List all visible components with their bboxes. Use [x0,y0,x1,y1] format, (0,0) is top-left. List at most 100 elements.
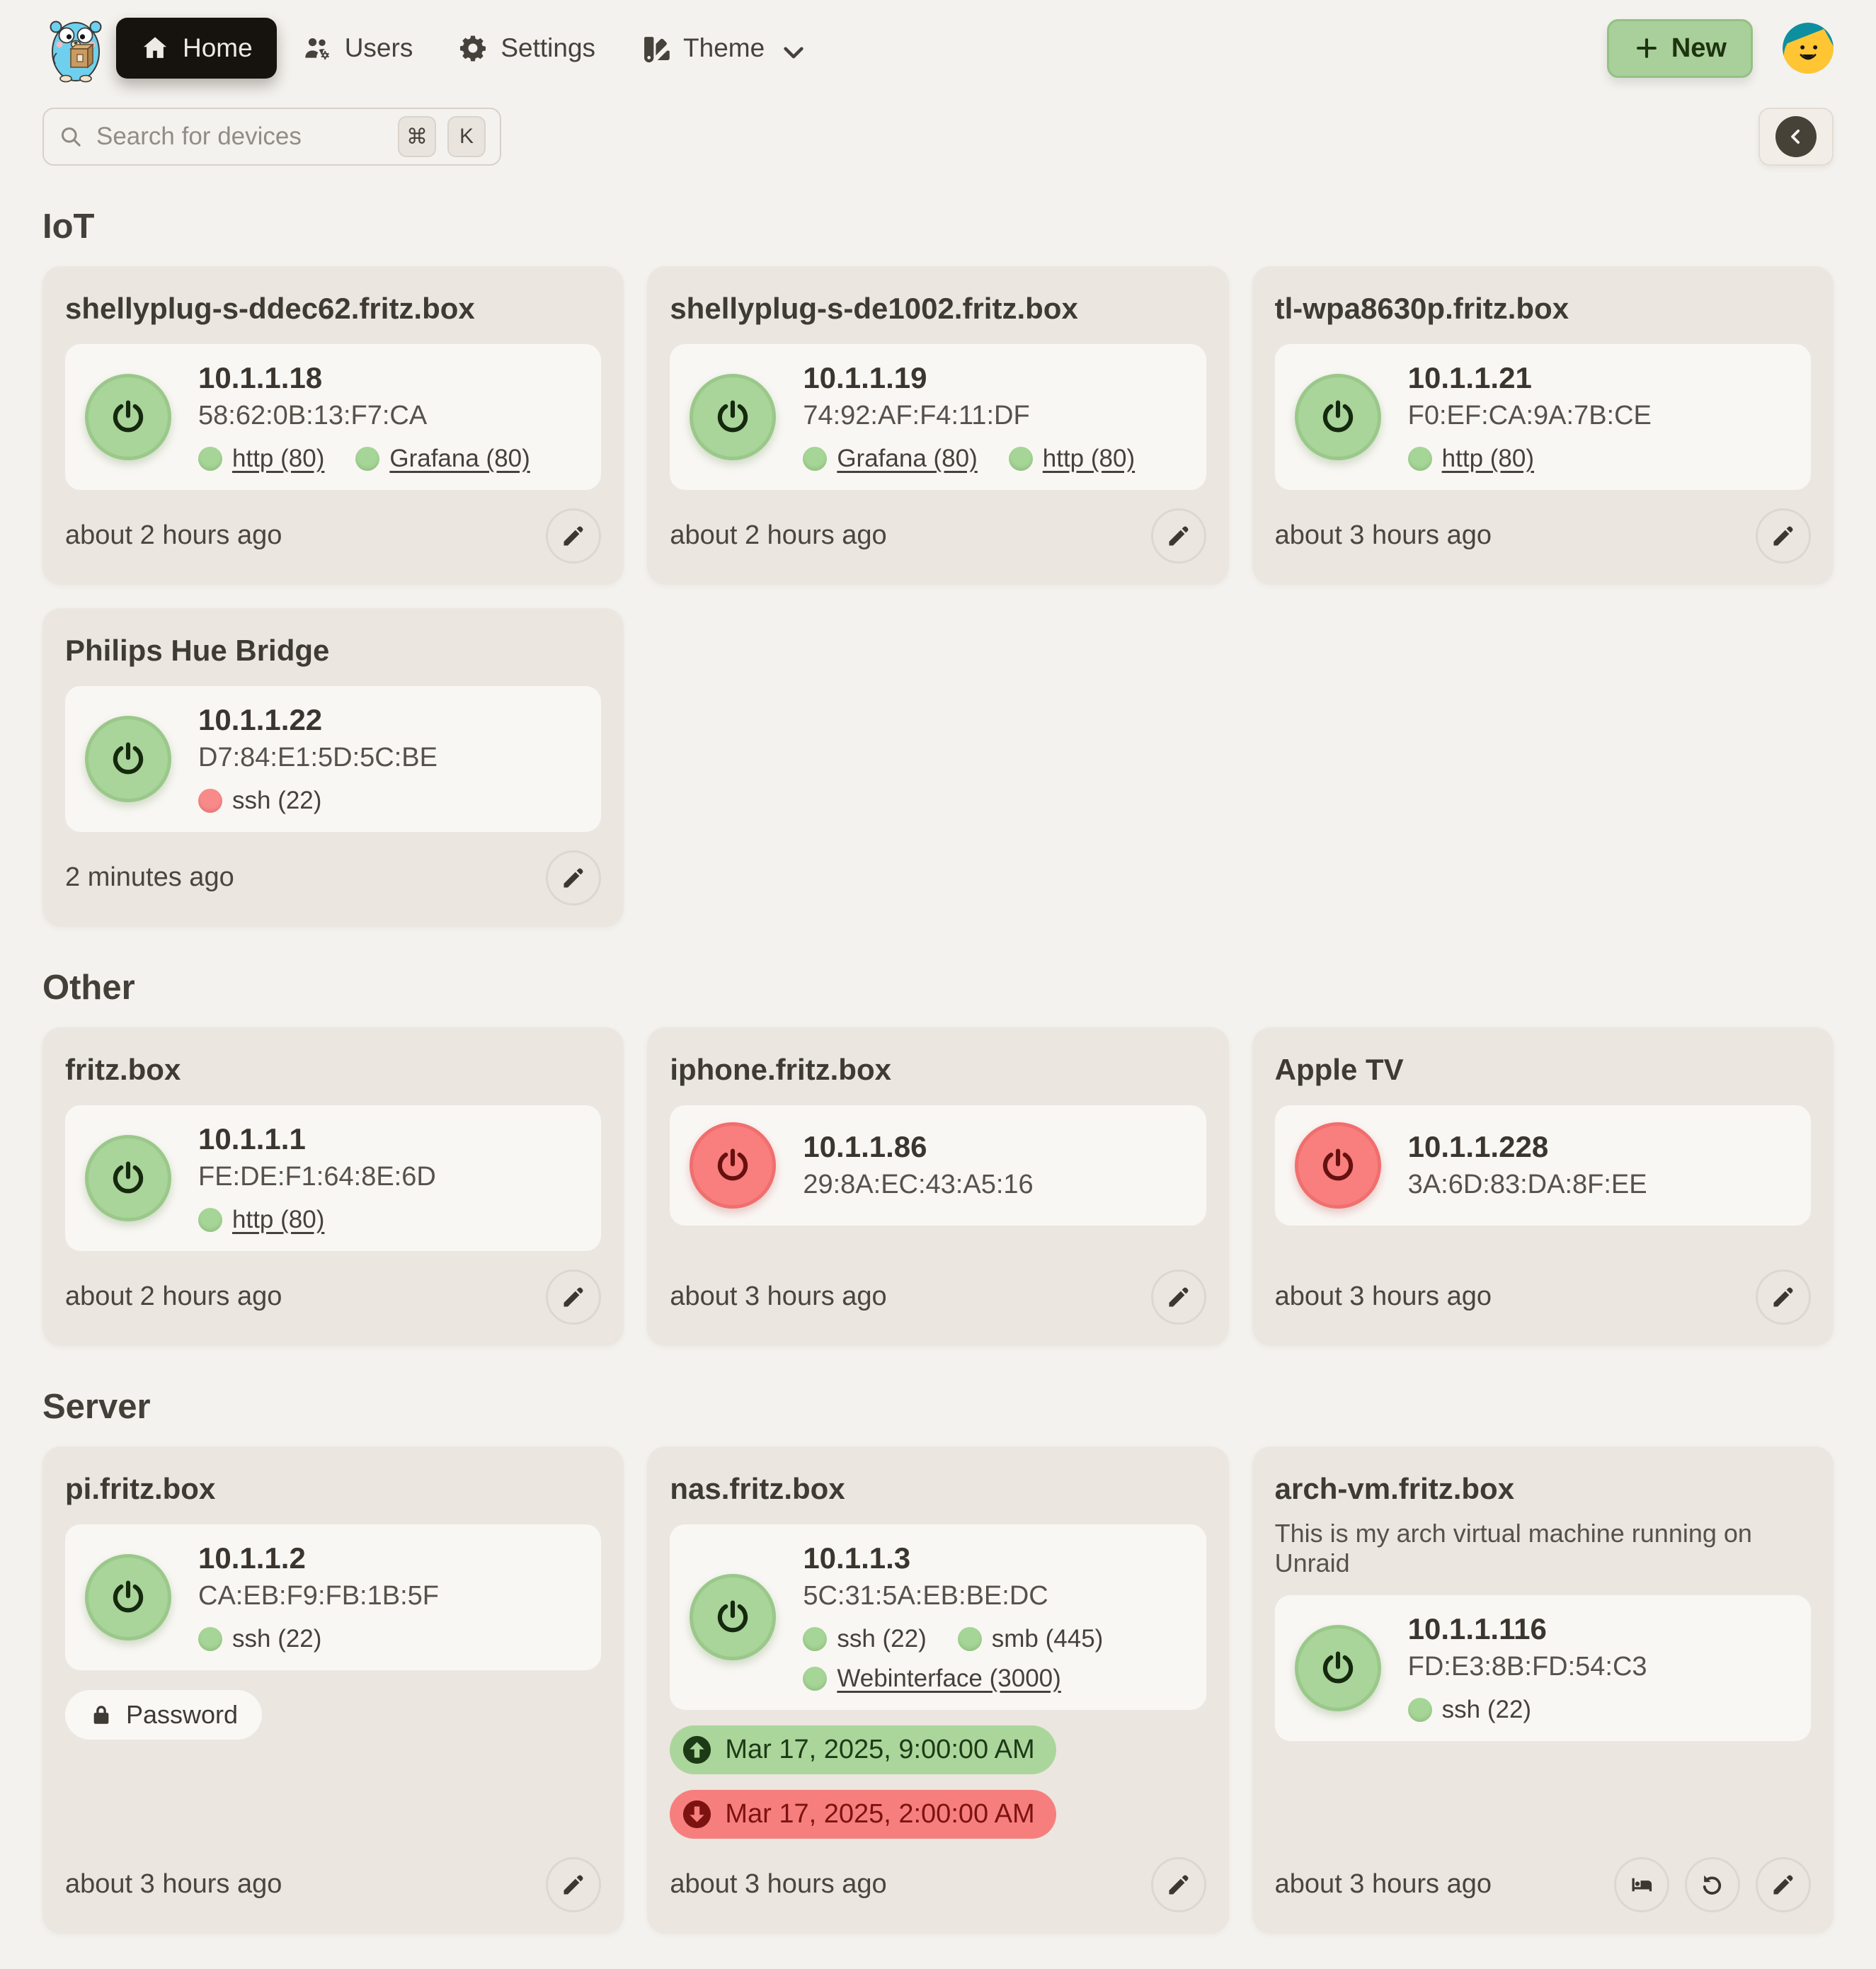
port-dot-open [1008,446,1033,471]
device-sections: IoT shellyplug-s-ddec62.fritz.box 10.1.1… [42,207,1834,1934]
edit-device-button[interactable] [546,508,602,564]
device-info: 10.1.1.1 FE:DE:F1:64:8E:6D http (80) [198,1122,436,1234]
device-ip: 10.1.1.86 [803,1129,927,1163]
card-footer: 2 minutes ago [65,832,602,906]
edit-device-button[interactable] [1150,1856,1206,1912]
port-link[interactable]: Grafana (80) [837,444,978,472]
device-ip: 10.1.1.19 [803,361,927,394]
power-button[interactable] [690,1573,777,1660]
device-ip: 10.1.1.228 [1407,1129,1549,1163]
last-seen: about 3 hours ago [1274,1869,1492,1900]
card-footer: about 3 hours ago [65,1839,602,1912]
nav-item-settings[interactable]: Settings [438,19,615,77]
main-nav: Home Users [116,18,820,79]
power-icon [113,400,144,433]
search-input[interactable] [95,122,387,152]
power-icon [113,742,144,775]
pencil-icon [1169,1287,1189,1307]
power-button[interactable] [1294,1624,1381,1711]
power-button[interactable] [690,1122,777,1209]
port-link[interactable]: http (80) [1441,444,1535,472]
schedule-shutdown-badge: Mar 17, 2025, 2:00:00 AM [670,1789,1056,1839]
device-panel: 10.1.1.18 58:62:0B:13:F7:CA http (80) Gra… [65,344,602,490]
collapse-toolbar-button[interactable] [1758,108,1834,166]
port-status: smb (445) [957,1625,1103,1653]
home-icon [140,33,170,63]
ports-list: http (80) [1407,444,1652,473]
port-link[interactable]: Grafana (80) [389,444,530,472]
port-dot-open [198,1207,222,1232]
gear-icon [458,33,488,63]
last-seen: about 3 hours ago [1274,1282,1492,1312]
last-seen: about 2 hours ago [670,520,887,551]
nav-item-theme[interactable]: Theme [621,19,820,77]
user-avatar[interactable] [1783,23,1834,74]
power-button[interactable] [85,373,171,460]
port-link[interactable]: http (80) [232,1205,325,1233]
port-link[interactable]: http (80) [232,444,325,472]
nav-item-home[interactable]: Home [116,18,277,79]
ports-list: ssh (22) [1407,1696,1647,1724]
edit-device-button[interactable] [546,1856,602,1912]
power-icon [718,1148,748,1181]
bed-icon [1632,1878,1652,1892]
edit-device-button[interactable] [1755,508,1811,564]
device-mac: FE:DE:F1:64:8E:6D [198,1162,436,1192]
port-dot-open [803,1626,828,1651]
power-icon [113,1580,144,1613]
last-seen: about 3 hours ago [1274,520,1492,551]
edit-device-button[interactable] [1755,1856,1811,1912]
edit-device-button[interactable] [1150,1269,1206,1325]
port-label: ssh (22) [232,786,322,814]
device-panel: 10.1.1.3 5C:31:5A:EB:BE:DC ssh (22) smb (… [670,1524,1206,1710]
last-seen: about 3 hours ago [670,1282,887,1312]
ports-list: http (80) [198,1206,436,1234]
edit-device-button[interactable] [546,850,602,906]
power-button[interactable] [85,715,171,802]
port-dot-closed [198,788,222,813]
device-info: 10.1.1.86 29:8A:EC:43:A5:16 [803,1130,1033,1201]
devices-grid: shellyplug-s-ddec62.fritz.box 10.1.1.18 … [42,266,1834,927]
device-ip: 10.1.1.1 [198,1122,306,1155]
search-icon [58,124,84,149]
card-footer: about 3 hours ago [670,1251,1206,1325]
device-mac: 58:62:0B:13:F7:CA [198,401,428,431]
edit-device-button[interactable] [546,1269,602,1325]
ports-list: ssh (22) smb (445) Webinterface (3000) [803,1625,1186,1693]
port-link[interactable]: http (80) [1042,444,1136,472]
new-device-button[interactable]: New [1606,18,1753,78]
device-info: 10.1.1.2 CA:EB:F9:FB:1B:5F ssh (22) [198,1541,439,1653]
navbar-right: New [1606,18,1834,78]
port-status: http (80) [198,445,324,473]
power-icon [718,400,748,433]
device-card: shellyplug-s-ddec62.fritz.box 10.1.1.18 … [42,266,624,585]
pencil-icon [564,868,583,888]
power-button[interactable] [1294,373,1381,460]
device-ip: 10.1.1.18 [198,361,323,394]
pencil-icon [1773,1287,1793,1307]
nav-item-users[interactable]: Users [282,19,433,77]
power-button[interactable] [1294,1122,1381,1209]
port-dot-open [1407,1697,1432,1722]
restore-device-button[interactable] [1684,1856,1740,1912]
device-name: shellyplug-s-ddec62.fritz.box [65,292,475,325]
sleep-device-button[interactable] [1613,1856,1669,1912]
edit-device-button[interactable] [1755,1269,1811,1325]
port-link[interactable]: Webinterface (3000) [837,1664,1061,1692]
power-button[interactable] [85,1134,171,1221]
device-panel: 10.1.1.2 CA:EB:F9:FB:1B:5F ssh (22) [65,1524,602,1670]
edit-device-button[interactable] [1150,508,1206,564]
device-card: tl-wpa8630p.fritz.box 10.1.1.21 F0:EF:CA… [1252,266,1834,585]
users-gear-icon [302,33,332,63]
power-button[interactable] [690,373,777,460]
device-name: iphone.fritz.box [670,1052,891,1086]
app-logo-gopher-icon[interactable] [42,12,109,84]
device-search: ⌘ K [42,108,501,166]
new-button-label: New [1671,33,1727,63]
card-actions [546,508,602,564]
device-panel: 10.1.1.21 F0:EF:CA:9A:7B:CE http (80) [1274,344,1811,490]
pencil-icon [564,1875,583,1895]
lock-icon [93,1706,109,1724]
power-button[interactable] [85,1553,171,1640]
